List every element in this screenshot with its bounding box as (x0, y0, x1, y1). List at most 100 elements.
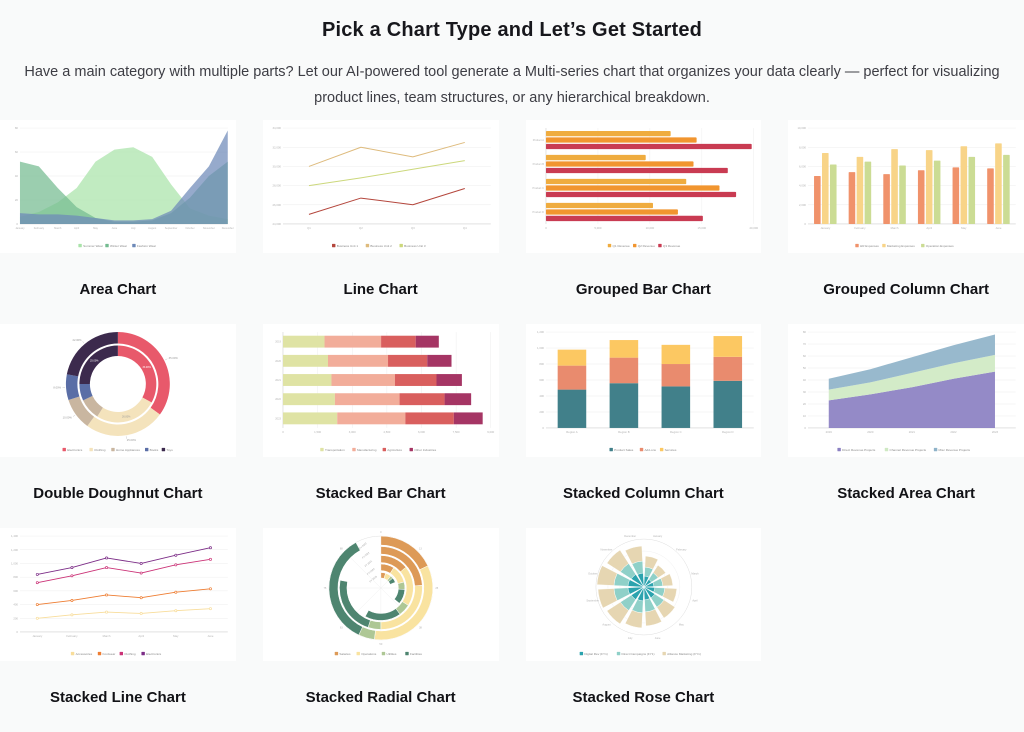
svg-text:June: June (207, 634, 213, 638)
chart-type-label: Stacked Area Chart (788, 457, 1024, 528)
svg-text:70: 70 (803, 342, 807, 346)
svg-text:63: 63 (340, 626, 343, 630)
svg-text:April: April (927, 226, 933, 230)
svg-text:July: July (131, 226, 136, 230)
svg-text:60: 60 (803, 354, 807, 358)
svg-text:10,000: 10,000 (645, 226, 654, 230)
svg-text:600: 600 (539, 378, 544, 382)
svg-text:60: 60 (15, 150, 19, 154)
svg-text:33.00%: 33.00% (142, 366, 151, 369)
svg-text:December: December (624, 534, 636, 538)
svg-text:Product D: Product D (532, 210, 544, 214)
svg-text:October: October (185, 226, 194, 230)
svg-text:Region B: Region B (618, 430, 630, 434)
svg-text:1,000: 1,000 (537, 346, 544, 350)
svg-text:FY 2022: FY 2022 (361, 551, 370, 559)
svg-text:2019: 2019 (826, 430, 833, 434)
svg-text:20,000: 20,000 (749, 226, 758, 230)
svg-text:Footwear: Footwear (103, 652, 116, 656)
svg-text:November: November (203, 226, 215, 230)
svg-text:800: 800 (539, 362, 544, 366)
svg-text:800: 800 (13, 575, 18, 579)
svg-text:0: 0 (16, 630, 18, 634)
svg-text:6,000: 6,000 (418, 430, 425, 434)
svg-text:2,000: 2,000 (799, 203, 806, 207)
svg-text:Business Unit 1: Business Unit 1 (336, 244, 358, 248)
chart-type-label: Line Chart (263, 253, 499, 324)
svg-text:0: 0 (282, 430, 284, 434)
svg-text:2019: 2019 (275, 340, 281, 344)
svg-text:Product B: Product B (532, 162, 544, 166)
svg-text:July: July (627, 636, 632, 640)
svg-text:4,500: 4,500 (383, 430, 390, 434)
svg-text:Alliance Marketing (FY1): Alliance Marketing (FY1) (667, 652, 701, 656)
svg-text:10.00%: 10.00% (63, 415, 73, 419)
svg-text:Transportation: Transportation (325, 448, 345, 452)
chart-type-label: Grouped Column Chart (788, 253, 1024, 324)
svg-text:Region C: Region C (670, 430, 682, 434)
svg-text:Operation Expenses: Operation Expenses (926, 244, 954, 248)
chart-type-label: Stacked Column Chart (526, 457, 762, 528)
svg-text:Operations: Operations (361, 652, 377, 656)
svg-text:38: 38 (419, 626, 422, 630)
svg-text:Electronics: Electronics (67, 448, 83, 452)
svg-text:Other Industries: Other Industries (414, 448, 436, 452)
svg-text:February: February (66, 634, 78, 638)
svg-text:7,500: 7,500 (452, 430, 459, 434)
svg-text:26,000: 26,000 (272, 203, 281, 207)
chart-type-label: Area Chart (0, 253, 236, 324)
svg-text:6,000: 6,000 (799, 165, 806, 169)
svg-text:May: May (93, 226, 99, 230)
svg-text:2020: 2020 (275, 359, 281, 363)
svg-text:March: March (891, 226, 899, 230)
svg-text:400: 400 (13, 603, 18, 607)
double-doughnut-chart-thumbnail: 35.00%25.00%10.00%8.00%22.00%33.00%26.00… (0, 324, 236, 457)
svg-text:2020: 2020 (867, 430, 874, 434)
svg-text:Marketing Expenses: Marketing Expenses (887, 244, 915, 248)
page-description: Have a main category with multiple parts… (12, 59, 1012, 111)
svg-text:80: 80 (803, 330, 807, 334)
svg-text:8,000: 8,000 (799, 145, 806, 149)
svg-text:Channel Revenue Projects: Channel Revenue Projects (890, 448, 927, 452)
svg-text:0: 0 (380, 530, 382, 534)
svg-text:June: June (996, 226, 1002, 230)
svg-text:May: May (678, 622, 684, 626)
chart-type-option-double-doughnut-chart[interactable]: 35.00%25.00%10.00%8.00%22.00%33.00%26.00… (0, 324, 236, 528)
svg-text:200: 200 (539, 410, 544, 414)
svg-text:30: 30 (803, 390, 807, 394)
svg-text:FY 2019: FY 2019 (369, 575, 378, 583)
svg-text:400: 400 (539, 394, 544, 398)
svg-text:50: 50 (803, 366, 807, 370)
svg-text:Q2: Q2 (359, 226, 363, 230)
svg-text:Region D: Region D (721, 430, 733, 434)
svg-text:30,000: 30,000 (272, 165, 281, 169)
stacked-rose-chart-preview-svg: JanuaryFebruaryMarchAprilMayJuneJulyAugu… (526, 528, 762, 661)
svg-text:Direct Campaigns (FY1): Direct Campaigns (FY1) (621, 652, 654, 656)
svg-text:Product A: Product A (532, 138, 543, 142)
svg-text:2023: 2023 (992, 430, 999, 434)
svg-text:Salaries: Salaries (339, 652, 351, 656)
svg-text:June: June (654, 636, 660, 640)
svg-text:25.00%: 25.00% (127, 438, 137, 442)
svg-text:Utilities: Utilities (386, 652, 396, 656)
